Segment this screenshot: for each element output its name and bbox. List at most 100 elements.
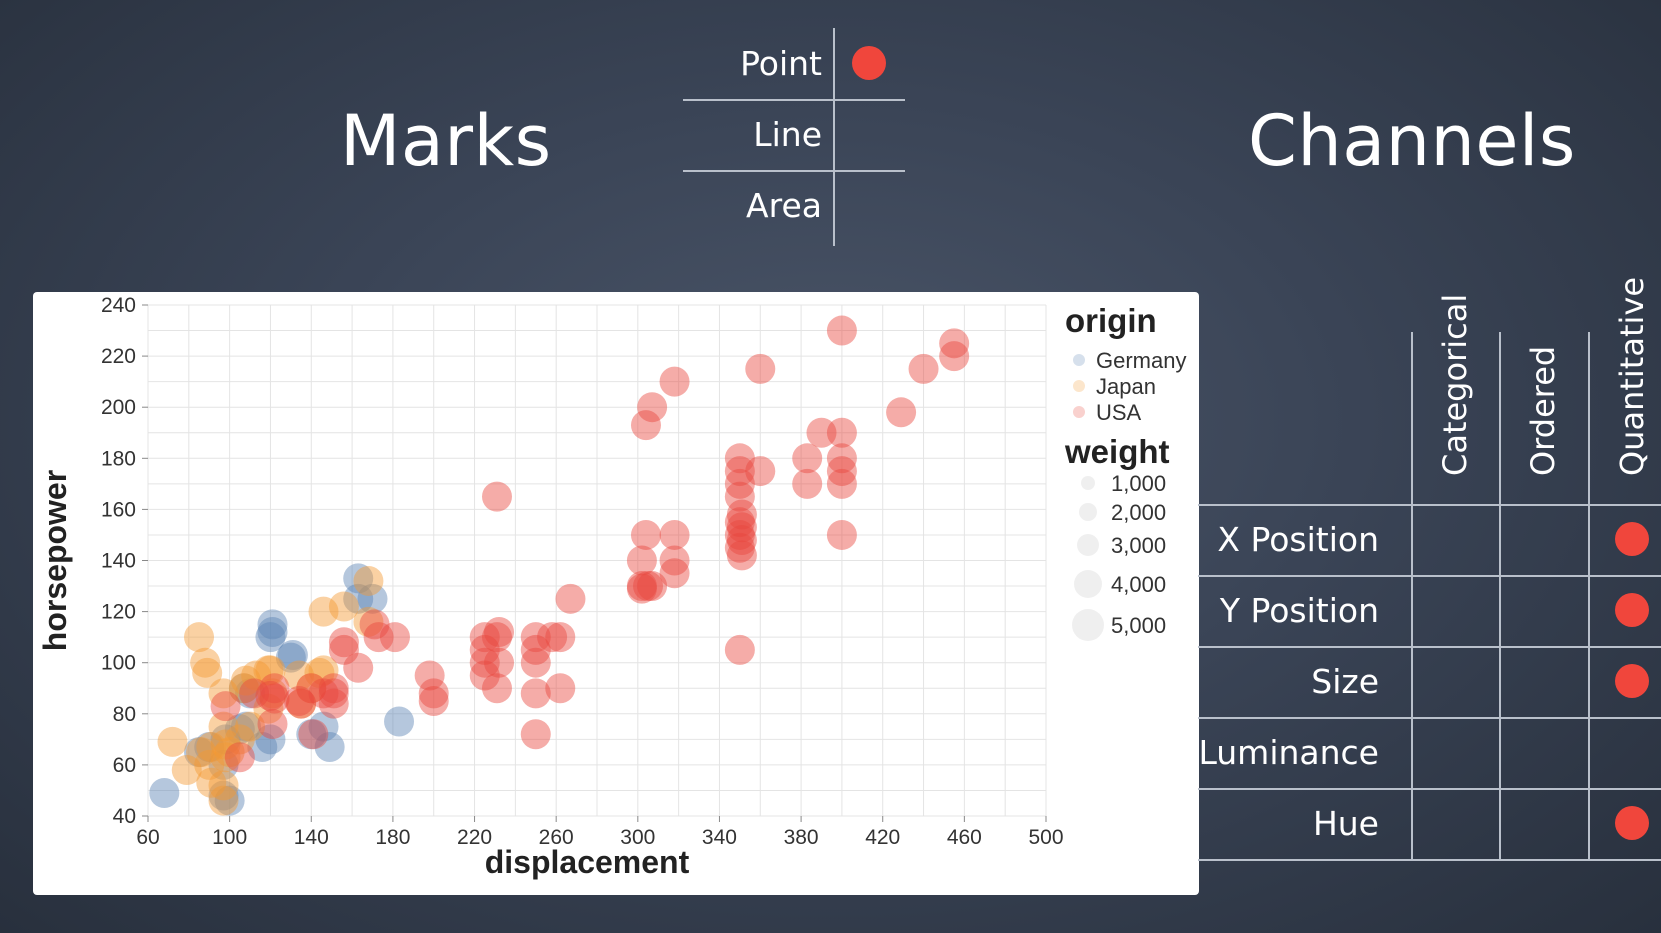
legend-size-label: 1,000: [1111, 471, 1166, 496]
data-point-usa: [537, 622, 568, 653]
data-point-japan: [224, 724, 255, 755]
data-point-germany: [194, 732, 225, 763]
data-point-japan: [208, 678, 239, 709]
data-point-usa: [469, 622, 500, 653]
y-tick-label: 40: [113, 805, 136, 828]
data-point-usa: [257, 709, 288, 740]
data-point-usa: [726, 540, 757, 571]
channel-check-dot: [1615, 522, 1649, 556]
data-point-germany: [255, 622, 286, 653]
data-point-usa: [481, 622, 512, 653]
data-point-japan: [296, 673, 327, 704]
data-point-usa: [545, 673, 576, 704]
data-point-usa: [418, 686, 449, 717]
data-point-japan: [196, 767, 227, 798]
data-point-germany: [228, 673, 259, 704]
channels-row-divider: [1198, 717, 1661, 719]
data-point-usa: [328, 627, 359, 658]
data-point-usa: [633, 571, 664, 602]
data-point-usa: [239, 678, 270, 709]
data-point-usa: [908, 353, 939, 384]
x-tick-label: 340: [702, 826, 737, 849]
data-point-japan: [253, 655, 284, 686]
y-tick-label: 120: [101, 601, 136, 624]
data-point-usa: [484, 647, 515, 678]
data-point-japan: [241, 660, 272, 691]
data-point-japan: [235, 711, 266, 742]
data-point-japan: [228, 673, 259, 704]
data-point-germany: [255, 724, 286, 755]
data-point-germany: [214, 785, 245, 816]
marks-column-divider: [833, 28, 835, 246]
data-point-usa: [630, 519, 661, 550]
data-point-usa: [469, 647, 500, 678]
x-tick-label: 300: [620, 826, 655, 849]
data-point-usa: [637, 571, 668, 602]
data-point-germany: [343, 563, 374, 594]
data-point-usa: [414, 660, 445, 691]
y-tick-label: 240: [101, 294, 136, 317]
data-point-japan: [184, 622, 215, 653]
data-point-germany: [230, 711, 261, 742]
channels-column-divider: [1411, 332, 1413, 859]
data-point-usa: [724, 519, 755, 550]
data-point-germany: [257, 609, 288, 640]
data-point-usa: [286, 688, 317, 719]
data-point-usa: [379, 622, 410, 653]
legend-size-label: 5,000: [1111, 613, 1166, 638]
data-point-japan: [171, 755, 202, 786]
marks-divider: [683, 170, 905, 172]
data-point-usa: [555, 583, 586, 614]
legend-title-weight: weight: [1064, 433, 1170, 470]
data-point-usa: [359, 609, 390, 640]
data-point-japan: [257, 678, 288, 709]
data-point-usa: [255, 680, 286, 711]
data-point-usa: [637, 392, 668, 423]
marks-cell-point: [833, 28, 908, 99]
data-point-usa: [659, 519, 690, 550]
data-point-usa: [726, 512, 757, 543]
x-tick-label: 220: [457, 826, 492, 849]
data-point-usa: [259, 683, 290, 714]
data-point-japan: [157, 726, 188, 757]
marks-label-area: Area: [746, 186, 822, 225]
channels-column-divider: [1499, 332, 1501, 859]
x-tick-label: 260: [539, 826, 574, 849]
data-point-usa: [626, 573, 657, 604]
data-point-usa: [826, 417, 857, 448]
x-tick-label: 460: [947, 826, 982, 849]
data-point-germany: [314, 732, 345, 763]
data-point-usa: [284, 686, 315, 717]
data-point-japan: [230, 665, 261, 696]
data-point-usa: [520, 622, 551, 653]
channel-check-dot: [1615, 664, 1649, 698]
channels-row-divider: [1198, 575, 1661, 577]
x-tick-label: 100: [212, 826, 247, 849]
data-point-usa: [826, 315, 857, 346]
data-point-usa: [224, 742, 255, 773]
data-point-usa: [806, 417, 837, 448]
data-point-usa: [626, 545, 657, 576]
marks-label-point: Point: [740, 44, 822, 83]
data-point-usa: [520, 647, 551, 678]
data-point-usa: [469, 634, 500, 665]
channel-label-x-position: X Position: [1217, 520, 1379, 559]
column-header-ordered: Ordered: [1524, 345, 1562, 476]
data-point-japan: [353, 565, 384, 596]
data-point-usa: [520, 634, 551, 665]
y-tick-label: 220: [101, 345, 136, 368]
data-point-germany: [184, 737, 215, 768]
legend-label-usa: USA: [1096, 400, 1142, 425]
x-tick-label: 60: [136, 826, 159, 849]
y-tick-label: 100: [101, 652, 136, 675]
channels-row-divider: [1198, 788, 1661, 790]
data-point-germany: [149, 778, 180, 809]
legend-size-swatch: [1077, 534, 1099, 556]
data-point-usa: [886, 397, 917, 428]
data-point-usa: [826, 456, 857, 487]
data-point-usa: [939, 328, 970, 359]
legend-swatch-germany: [1073, 354, 1085, 366]
data-point-usa: [724, 443, 755, 474]
data-point-usa: [724, 468, 755, 499]
channel-label-hue: Hue: [1312, 804, 1379, 843]
